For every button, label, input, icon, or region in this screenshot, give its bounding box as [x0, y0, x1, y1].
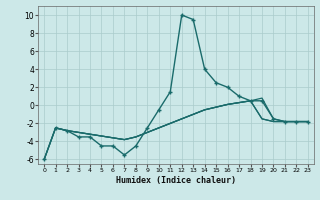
- X-axis label: Humidex (Indice chaleur): Humidex (Indice chaleur): [116, 176, 236, 185]
